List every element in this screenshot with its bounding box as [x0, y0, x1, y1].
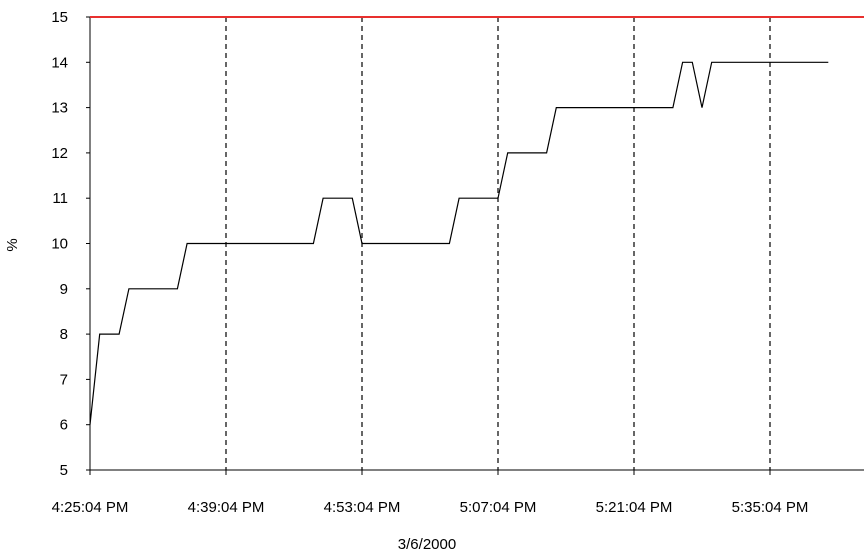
y-tick-label-11: 11 — [52, 190, 68, 207]
series-point-16 — [546, 152, 547, 153]
y-tick-label-6: 6 — [60, 417, 68, 434]
series-point-22 — [711, 62, 712, 63]
y-tick-label-12: 12 — [51, 145, 68, 162]
y-tick-label-14: 14 — [51, 54, 68, 71]
series-point-21 — [701, 107, 702, 108]
series-line — [89, 61, 829, 425]
x-tick-label-1: 4:39:04 PM — [188, 499, 265, 516]
series-point-15 — [507, 152, 508, 153]
series-point-7 — [187, 243, 188, 244]
y-tick-label-13: 13 — [51, 100, 68, 117]
x-axis-title: 3/6/2000 — [398, 536, 456, 553]
series-point-13 — [459, 198, 460, 199]
series-point-8 — [313, 243, 314, 244]
y-tick-labels: 5 6 7 8 9 10 11 12 13 14 15 — [51, 9, 68, 479]
y-tick-label-15: 15 — [51, 9, 68, 26]
series-point-3 — [119, 334, 120, 335]
series-point-0 — [89, 424, 90, 425]
series-point-6 — [177, 288, 178, 289]
series-point-18 — [672, 107, 673, 108]
series-point-10 — [352, 198, 353, 199]
y-tick-label-5: 5 — [60, 462, 68, 479]
series-point-9 — [323, 198, 324, 199]
y-tick-label-9: 9 — [60, 281, 68, 298]
series-point-5 — [138, 288, 139, 289]
y-tick-label-7: 7 — [60, 371, 68, 388]
y-tick-label-8: 8 — [60, 326, 68, 343]
series-point-11 — [361, 243, 362, 244]
series-point-1 — [99, 334, 100, 335]
series-point-2 — [109, 334, 110, 335]
series-point-23 — [828, 62, 829, 63]
series-point-19 — [682, 62, 683, 63]
x-tick-label-2: 4:53:04 PM — [324, 499, 401, 516]
y-axis-ticks — [86, 16, 90, 471]
x-tick-label-0: 4:25:04 PM — [52, 499, 129, 516]
series-point-14 — [497, 198, 498, 199]
y-tick-label-10: 10 — [51, 236, 68, 253]
x-tick-label-5: 5:35:04 PM — [732, 499, 809, 516]
series-point-20 — [692, 62, 693, 63]
series-point-4 — [128, 288, 129, 289]
vertical-gridlines — [89, 17, 771, 475]
x-tick-label-4: 5:21:04 PM — [596, 499, 673, 516]
x-tick-label-3: 5:07:04 PM — [460, 499, 537, 516]
x-tick-labels: 4:25:04 PM 4:39:04 PM 4:53:04 PM 5:07:04 PM… — [52, 499, 809, 516]
y-axis-title: % — [4, 238, 21, 251]
series-point-12 — [449, 243, 450, 244]
series-point-17 — [556, 107, 557, 108]
